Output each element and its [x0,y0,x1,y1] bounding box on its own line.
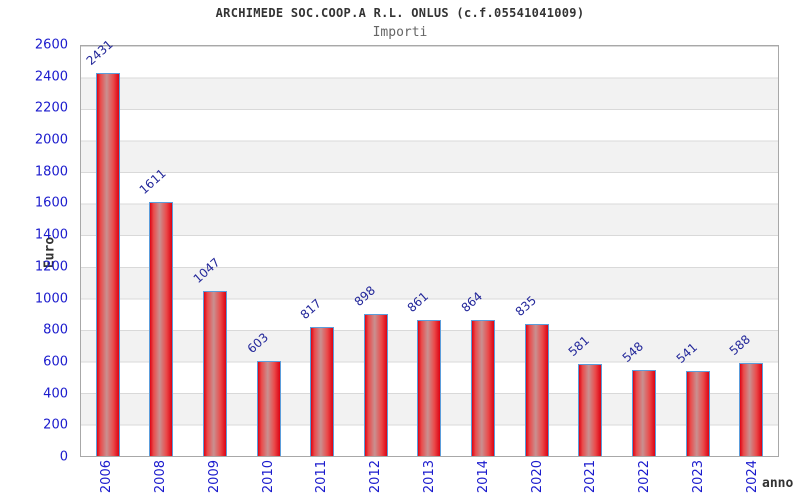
bar-value-label: 541 [673,339,700,366]
bar-value-label: 864 [458,289,486,315]
chart-subtitle: Importi [372,25,428,40]
y-tick-label-1800: 1800 [34,164,68,180]
x-tick-slot: 2010 [241,460,295,493]
bar-slot-2013: 861 [403,46,457,456]
bar-slot-2024: 588 [724,46,778,456]
y-tick-label-2200: 2200 [34,100,68,116]
y-tick-label-1200: 1200 [34,259,68,275]
x-tick-slot: 2021 [564,460,618,493]
x-tick-label-2024: 2024 [744,460,760,494]
y-tick-label-2400: 2400 [34,69,68,85]
bar-value-label: 1611 [137,166,170,197]
bar-slot-2021: 581 [563,46,617,456]
bar-2023 [685,370,710,456]
y-tick-label-400: 400 [43,386,68,402]
y-tick-label-1400: 1400 [34,227,68,243]
y-tick-label-800: 800 [43,322,68,338]
bar-slot-2010: 603 [242,46,296,456]
bar-value-label: 1047 [190,255,223,286]
x-tick-label-2021: 2021 [583,460,599,494]
bar-2022 [631,369,656,456]
x-tick-slot: 2013 [403,460,457,493]
bar-slot-2012: 898 [349,46,403,456]
bar-2010 [256,360,281,456]
bar-value-label: 588 [726,332,754,359]
bar-slot-2023: 541 [671,46,725,456]
x-tick-label-2006: 2006 [99,460,115,494]
x-tick-label-2011: 2011 [314,460,330,494]
bar-value-label: 861 [405,289,432,316]
bar-2024 [739,363,764,456]
bar-2021 [578,364,603,456]
x-tick-label-2009: 2009 [206,460,222,494]
x-axis-title: anno [762,476,794,491]
bar-2008 [149,201,174,456]
x-tick-slot: 2012 [349,460,403,493]
x-tick-slot: 2014 [456,460,510,493]
bar-value-label: 581 [565,333,593,360]
y-tick-label-1600: 1600 [34,195,68,211]
y-tick-label-1000: 1000 [34,291,68,307]
bar-value-label: 817 [297,296,325,323]
x-tick-slot: 2023 [671,460,725,493]
bar-2011 [310,327,335,456]
x-axis-tick-labels: 2006 2008 2009 2010 2011 2012 2013 2014 2020 2021… [80,460,779,493]
y-tick-label-0: 0 [59,449,68,465]
x-tick-label-2010: 2010 [260,460,276,494]
bar-2014 [471,319,496,456]
x-tick-label-2014: 2014 [475,460,491,494]
bar-value-label: 835 [512,293,539,320]
bar-slot-2022: 548 [617,46,671,456]
bar-slot-2020: 835 [510,46,564,456]
x-tick-slot: 2022 [618,460,672,493]
bar-value-label: 2431 [83,36,116,68]
x-tick-slot: 2006 [80,460,134,493]
bar-slot-2009: 1047 [188,46,242,456]
x-tick-slot: 2009 [188,460,242,493]
y-tick-label-2600: 2600 [34,37,68,53]
x-tick-slot: 2020 [510,460,564,493]
bar-2013 [417,320,442,456]
chart-title: ARCHIMEDE SOC.COOP.A R.L. ONLUS (c.f.055… [215,6,585,20]
x-tick-label-2022: 2022 [637,460,653,494]
x-tick-slot: 2008 [134,460,188,493]
y-axis-tick-labels: 0 200 400 600 800 1000 1200 1400 1600 1800 2000 220… [0,38,74,465]
bar-value-label: 548 [619,338,646,365]
x-tick-label-2020: 2020 [529,460,545,494]
x-tick-label-2013: 2013 [421,460,437,494]
x-tick-slot: 2011 [295,460,349,493]
bar-2006 [95,72,120,456]
y-tick-label-600: 600 [43,354,68,370]
bar-slot-2006: 2431 [81,37,135,456]
y-tick-label-2000: 2000 [34,132,68,148]
bar-slot-2011: 817 [295,46,349,456]
x-tick-label-2012: 2012 [368,460,384,494]
bar-2009 [203,290,228,456]
y-tick-label-200: 200 [43,417,68,433]
bar-slot-2008: 1611 [135,46,189,456]
bar-value-label: 898 [351,283,378,310]
bar-value-label: 603 [244,330,271,356]
bar-2012 [363,314,388,456]
bar-slot-2014: 864 [456,46,510,456]
x-tick-label-2023: 2023 [690,460,706,494]
bars-container: 2431 1611 1047 603 817 898 861 864 835 581 548 541 5… [81,37,778,456]
x-tick-label-2008: 2008 [153,460,169,494]
bar-2020 [524,324,549,456]
plot-area: 2431 1611 1047 603 817 898 861 864 835 581 548 541 5… [80,37,779,457]
